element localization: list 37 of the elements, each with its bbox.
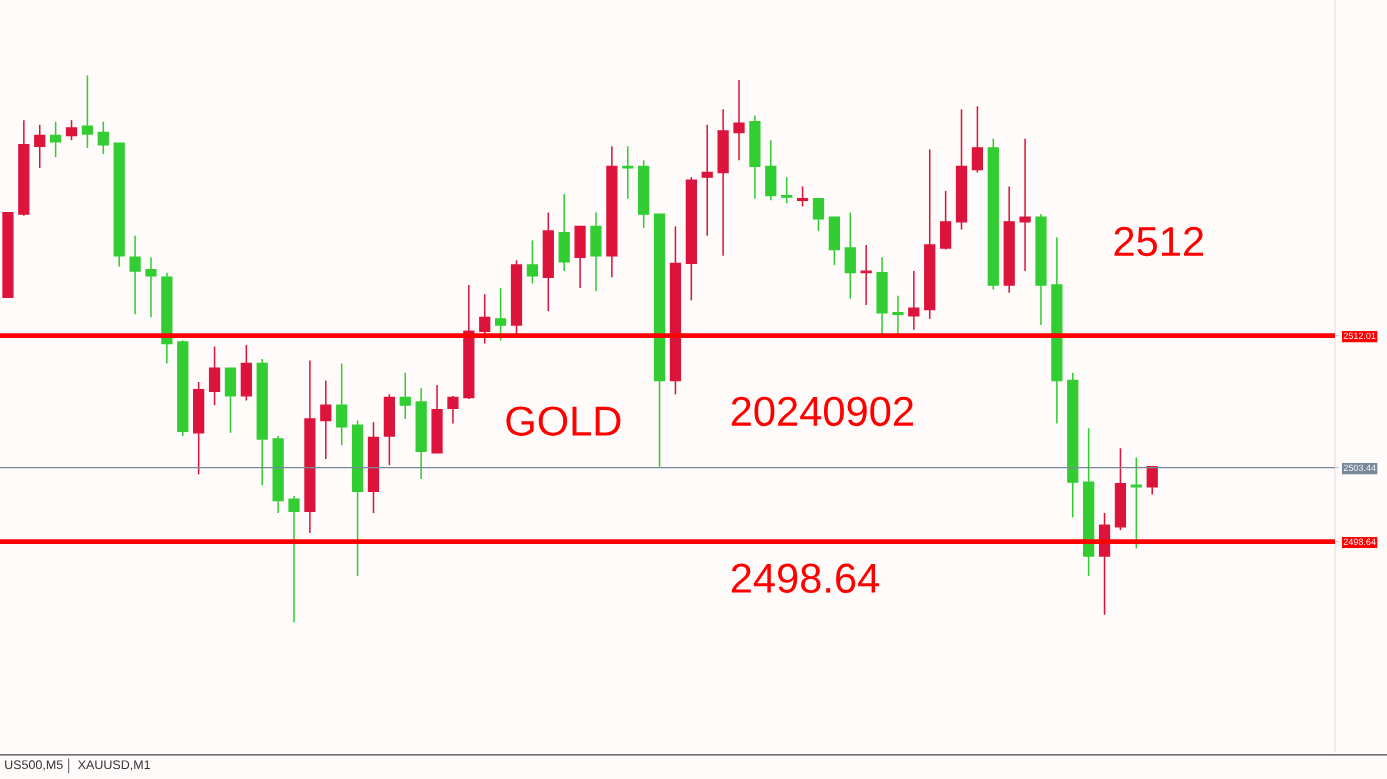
candlestick: [733, 79, 745, 161]
candlestick: [145, 256, 157, 319]
candlestick: [908, 270, 920, 331]
candlestick: [1146, 465, 1158, 496]
candlestick: [526, 239, 539, 285]
candlestick: [65, 119, 78, 141]
annotation: GOLD: [506, 406, 621, 436]
annotation: 2512: [1114, 226, 1204, 257]
candlestick: [796, 185, 809, 208]
y-tick-label: 2498.64: [1343, 538, 1376, 545]
y-tick-label: 2503.44: [1343, 464, 1376, 472]
candlestick: [860, 244, 872, 306]
candlestick: [320, 379, 332, 460]
candlestick: [812, 197, 825, 232]
candlestick: [479, 293, 491, 345]
candlestick: [288, 495, 300, 624]
candlestick: [781, 176, 793, 205]
candlestick: [50, 120, 62, 158]
candlestick: [34, 124, 46, 169]
annotation: 2498.64: [731, 563, 880, 594]
candlestick: [97, 120, 109, 155]
candlestick: [399, 372, 411, 420]
candlestick: [447, 395, 459, 425]
candlestick: [971, 105, 984, 174]
candlestick: [1019, 137, 1031, 272]
candlestick: [494, 287, 507, 342]
candlestick: [129, 234, 141, 316]
candlestick: [701, 124, 713, 237]
candlestick: [892, 294, 904, 336]
candlestick: [81, 74, 94, 149]
text: XAUUSD,M1: [77, 760, 150, 771]
candlestick: [336, 362, 348, 446]
text: US500,M5: [5, 760, 63, 771]
annotation: 20240902: [731, 396, 913, 427]
y-tick-label: 2512.01: [1343, 332, 1376, 340]
candlestick: [622, 145, 634, 200]
candlestick: [208, 345, 221, 406]
